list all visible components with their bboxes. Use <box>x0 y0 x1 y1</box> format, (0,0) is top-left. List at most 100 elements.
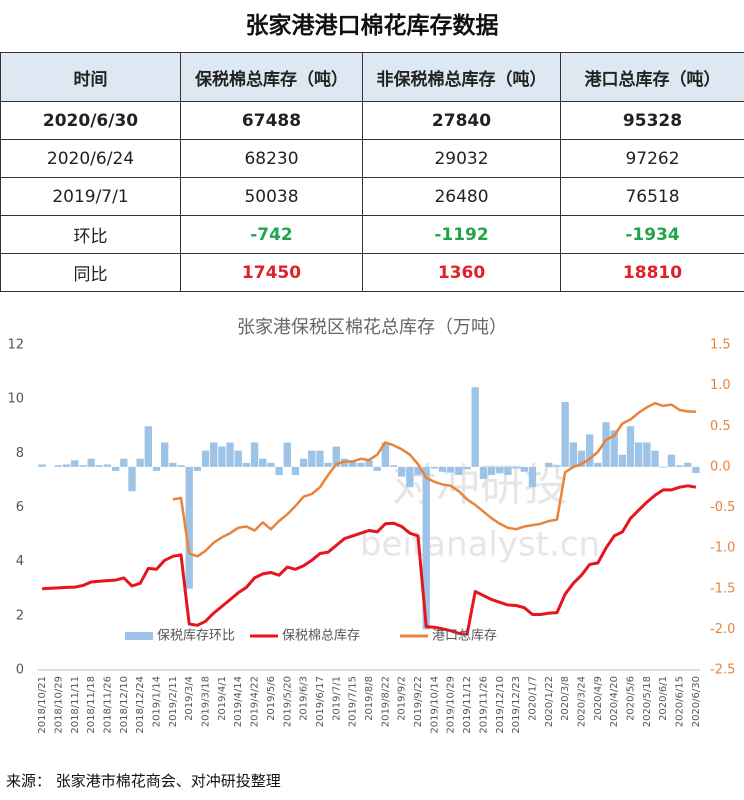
bar <box>577 450 586 467</box>
bar <box>103 464 112 467</box>
y-tick-label: 10 <box>7 392 24 407</box>
bar <box>389 465 398 467</box>
bar <box>169 462 177 467</box>
bar <box>136 458 144 467</box>
x-tick-label: 2019/9/2 <box>397 676 408 721</box>
y-tick-label: 6 <box>16 500 24 515</box>
bar <box>651 450 659 467</box>
x-tick-label: 2019/4/22 <box>250 676 261 727</box>
x-tick-label: 2020/5/18 <box>642 676 653 727</box>
y2-tick-label: 1.5 <box>710 338 731 353</box>
x-tick-label: 2020/1/22 <box>544 676 555 727</box>
y-tick-label: 4 <box>16 554 24 569</box>
bar <box>308 450 316 467</box>
legend-label: 保税棉总库存 <box>282 628 360 644</box>
bar <box>520 466 528 472</box>
y-tick-label: 8 <box>16 446 24 461</box>
bar <box>414 466 422 475</box>
y2-tick-label: -0.5 <box>710 500 735 515</box>
bar <box>381 442 390 467</box>
cell: 17450 <box>180 253 363 292</box>
bar <box>569 442 577 467</box>
line <box>41 484 697 636</box>
bar <box>455 466 463 475</box>
bar <box>684 462 692 467</box>
bar <box>585 434 594 467</box>
cell: -1934 <box>560 215 744 254</box>
x-tick-label: 2020/6/15 <box>675 676 686 727</box>
x-tick-label: 2019/3/18 <box>201 676 212 727</box>
cell: 2020/6/30 <box>0 101 181 140</box>
x-tick-label: 2018/11/11 <box>70 676 81 734</box>
cell: 2019/7/1 <box>0 177 181 216</box>
cell: 97262 <box>560 139 744 178</box>
y-tick-label: 2 <box>16 608 24 623</box>
bar <box>128 466 136 492</box>
bar <box>348 460 357 467</box>
bar <box>479 466 488 480</box>
cell: 95328 <box>560 101 744 140</box>
bar <box>561 401 569 467</box>
bar <box>357 462 365 467</box>
table-title: 张家港港口棉花库存数据 <box>245 13 499 39</box>
bar <box>635 442 643 467</box>
x-tick-label: 2020/1/7 <box>527 676 538 721</box>
bar <box>54 465 63 467</box>
legend-swatch <box>125 632 153 640</box>
bar <box>62 464 71 467</box>
bar <box>324 462 332 467</box>
y2-tick-label: 0.0 <box>710 459 731 474</box>
bar <box>667 454 676 467</box>
bar <box>471 387 479 467</box>
bar <box>38 464 46 467</box>
legend-label: 港口总库存 <box>432 628 497 644</box>
bar <box>512 466 520 469</box>
bar <box>152 466 161 471</box>
cell: 29032 <box>362 139 561 178</box>
cell: 68230 <box>180 139 363 178</box>
bar <box>447 466 455 473</box>
cell: 76518 <box>560 177 744 216</box>
header-cell: 港口总库存（吨） <box>560 52 744 102</box>
cell: 同比 <box>0 253 181 292</box>
bar <box>250 442 259 467</box>
bar <box>71 460 79 467</box>
x-tick-label: 2018/12/24 <box>135 676 146 734</box>
bar <box>545 462 553 467</box>
bar <box>226 442 234 467</box>
header-cell: 时间 <box>0 52 181 102</box>
x-tick-label: 2019/9/22 <box>413 676 424 727</box>
bar <box>528 466 537 488</box>
bar <box>373 466 381 471</box>
bar <box>120 458 128 467</box>
x-tick-label: 2019/5/20 <box>282 676 293 727</box>
x-tick-label: 2018/11/26 <box>102 676 113 734</box>
bar <box>111 466 120 471</box>
bar <box>267 462 275 467</box>
cell: 18810 <box>560 253 744 292</box>
y2-tick-label: 0.5 <box>710 419 731 434</box>
x-tick-label: 2019/8/8 <box>364 676 375 721</box>
bar <box>79 465 87 467</box>
bar <box>144 426 153 467</box>
source: 来源： 张家港市棉花商会、对冲研投整理 <box>6 772 281 790</box>
x-tick-label: 2019/1/14 <box>152 676 163 727</box>
y2-tick-label: -1.0 <box>710 541 735 556</box>
line <box>172 401 696 558</box>
x-tick-label: 2019/8/22 <box>380 676 391 727</box>
x-tick-label: 2019/6/17 <box>315 676 326 727</box>
bar <box>87 458 95 467</box>
bar <box>618 454 627 467</box>
bar <box>95 465 103 467</box>
bar <box>365 460 373 467</box>
bar <box>291 466 300 475</box>
x-tick-label: 2019/10/14 <box>429 676 440 734</box>
bar <box>185 466 193 589</box>
y2-tick-label: -2.5 <box>710 663 735 678</box>
x-tick-label: 2018/12/10 <box>119 676 130 734</box>
header-cell: 保税棉总库存（吨） <box>180 52 363 102</box>
bar <box>161 442 169 467</box>
cell: 50038 <box>180 177 363 216</box>
cell: 26480 <box>362 177 561 216</box>
x-tick-label: 2019/2/11 <box>168 676 179 727</box>
